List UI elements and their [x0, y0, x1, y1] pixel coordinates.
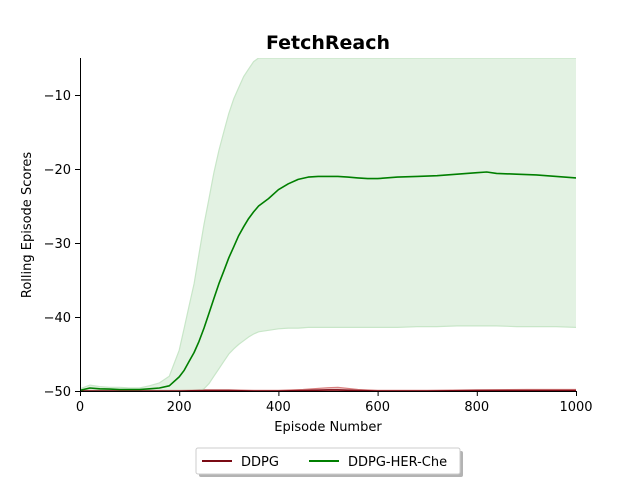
legend-label-ddpg-her-che: DDPG-HER-Che	[348, 455, 447, 470]
legend-label-ddpg: DDPG	[241, 455, 279, 470]
y-tick-label: −40	[44, 311, 71, 326]
y-ticks: −50 −40 −30 −20 −10	[44, 89, 80, 400]
y-axis-label: Rolling Episode Scores	[20, 152, 35, 298]
x-tick-label: 400	[266, 400, 291, 415]
x-ticks: 0 200 400 600 800 1000	[76, 391, 593, 415]
x-tick-label: 800	[464, 400, 489, 415]
x-tick-label: 200	[167, 400, 192, 415]
y-tick-label: −30	[44, 237, 71, 252]
legend: DDPG DDPG-HER-Che	[195, 447, 463, 477]
x-tick-label: 0	[76, 400, 84, 415]
plot-area	[80, 58, 576, 391]
band-upper-ddpg-her-che	[80, 58, 576, 390]
series-line-ddpg	[80, 389, 576, 391]
y-tick-label: −50	[44, 385, 71, 400]
band-ddpg-her-che	[80, 58, 576, 391]
y-tick-label: −10	[44, 89, 71, 104]
band-lower-ddpg-her-che	[80, 325, 576, 391]
x-tick-label: 1000	[559, 400, 592, 415]
x-tick-label: 600	[365, 400, 390, 415]
chart-title: FetchReach	[266, 32, 390, 54]
series-line-ddpg-her-che	[80, 171, 576, 391]
y-tick-label: −20	[44, 163, 71, 178]
x-axis-label: Episode Number	[274, 420, 382, 435]
